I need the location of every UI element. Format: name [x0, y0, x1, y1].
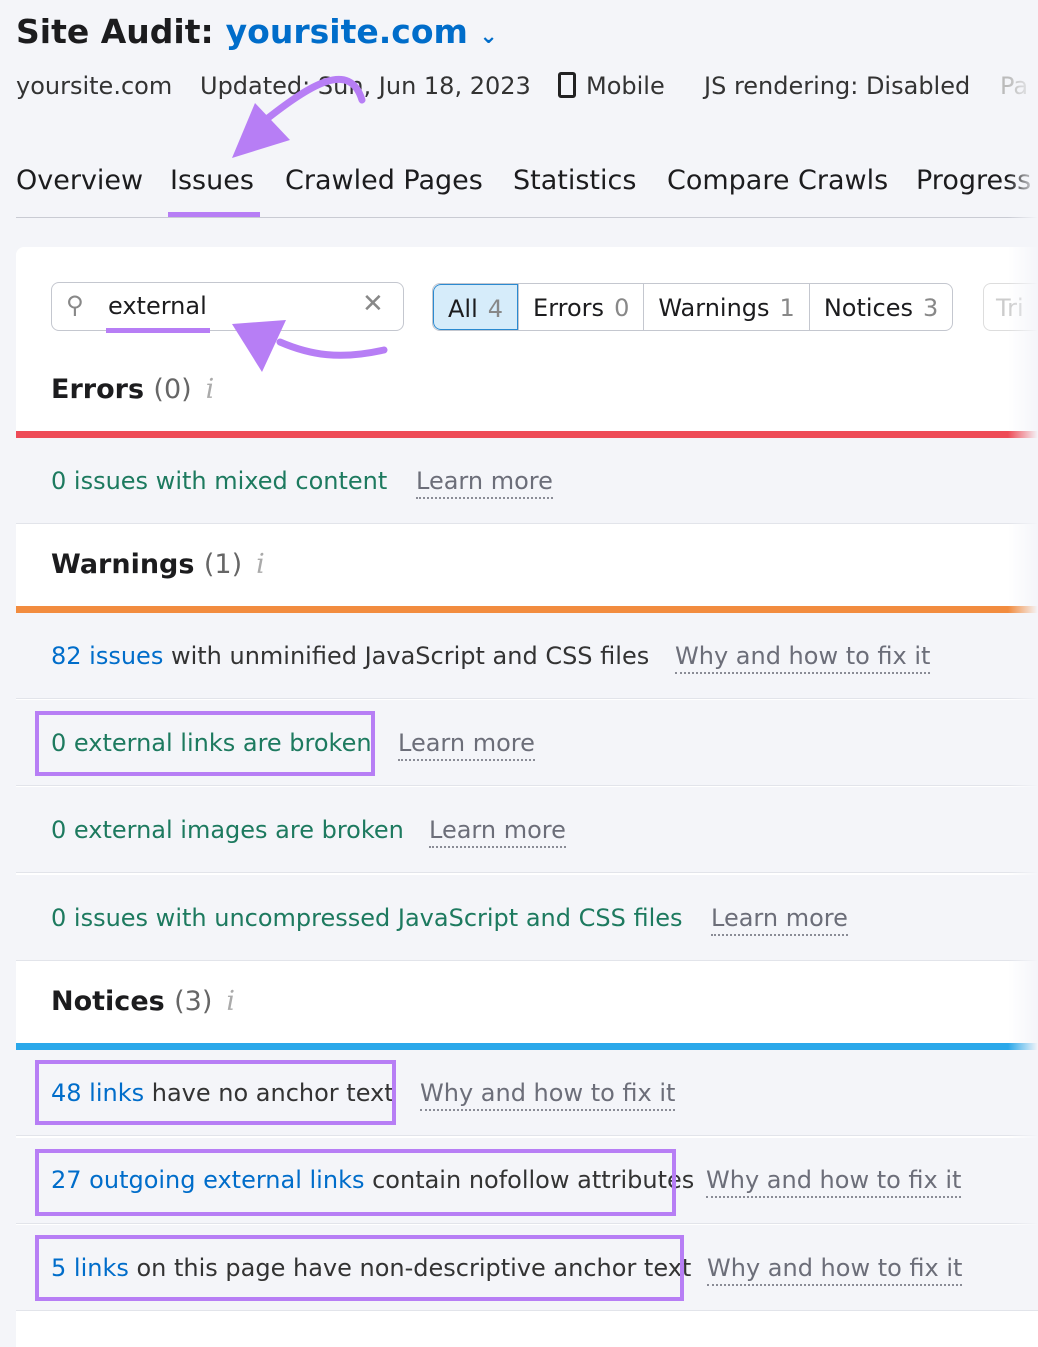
title-text: Site Audit: — [16, 12, 214, 51]
issue-count-link[interactable]: 27 outgoing external links — [51, 1166, 365, 1194]
tabs-divider — [16, 217, 1038, 218]
meta-js: JS rendering: Disabled — [704, 72, 971, 100]
right-edge-fade — [1008, 0, 1038, 1305]
tab-overview[interactable]: Overview — [16, 165, 144, 196]
issue-count-link[interactable]: 82 issues — [51, 642, 164, 670]
search-underline-annotation — [106, 328, 210, 333]
issue-text[interactable]: 0 issues with uncompressed JavaScript an… — [51, 904, 683, 932]
errors-heading: Errors (0) i — [51, 374, 215, 405]
filter-errors[interactable]: Errors 0 — [518, 284, 643, 330]
issue-row — [16, 875, 1038, 961]
meta-device: Mobile — [558, 72, 665, 100]
search-input[interactable]: ⚲ external ✕ — [51, 282, 404, 331]
project-selector[interactable]: yoursite.com ⌄ — [226, 12, 498, 51]
info-icon[interactable]: i — [226, 986, 235, 1017]
tab-crawled-pages[interactable]: Crawled Pages — [285, 165, 483, 196]
issue-row — [16, 1225, 1038, 1311]
issue-text: 27 outgoing external links contain nofol… — [51, 1166, 695, 1194]
arrow-head-issues-icon — [232, 103, 290, 158]
highlight-box — [35, 1235, 684, 1301]
mobile-icon — [558, 72, 576, 98]
device-label: Mobile — [586, 72, 665, 100]
issue-text[interactable]: 0 external images are broken — [51, 816, 404, 844]
learn-more-link[interactable]: Learn more — [398, 729, 535, 761]
issue-count-link[interactable]: 5 links — [51, 1254, 129, 1282]
tab-compare-crawls[interactable]: Compare Crawls — [667, 165, 889, 196]
highlight-box — [35, 711, 375, 776]
issue-text[interactable]: 0 external links are broken — [51, 729, 372, 757]
filter-segmented-control: All 4 Errors 0 Warnings 1 Notices 3 — [432, 283, 954, 331]
errors-bar — [16, 431, 1038, 438]
tab-statistics[interactable]: Statistics — [513, 165, 637, 196]
page-title: Site Audit: yoursite.com ⌄ — [16, 12, 498, 51]
issue-count-link[interactable]: 48 links — [51, 1079, 145, 1107]
active-tab-underline — [168, 212, 260, 218]
tab-issues[interactable]: Issues — [170, 165, 254, 196]
highlight-box — [35, 1149, 676, 1216]
meta-domain: yoursite.com — [16, 72, 173, 100]
fix-link[interactable]: Why and how to fix it — [707, 1254, 963, 1286]
filter-warnings[interactable]: Warnings 1 — [643, 284, 808, 330]
issue-text: 48 links have no anchor text — [51, 1079, 394, 1107]
clear-icon[interactable]: ✕ — [362, 289, 384, 319]
chevron-down-icon[interactable]: ⌄ — [479, 24, 498, 49]
arrow-to-search-icon — [276, 338, 388, 359]
issue-text[interactable]: 0 issues with mixed content — [51, 467, 388, 495]
arrow-to-issues-icon — [264, 76, 366, 122]
issue-row — [16, 787, 1038, 873]
warnings-heading: Warnings (1) i — [51, 549, 265, 580]
annotation-arrows — [232, 76, 388, 372]
project-name[interactable]: yoursite.com — [225, 12, 468, 51]
filter-notices[interactable]: Notices 3 — [808, 284, 952, 330]
search-icon: ⚲ — [66, 291, 84, 319]
fix-link[interactable]: Why and how to fix it — [420, 1079, 676, 1111]
filter-all[interactable]: All 4 — [433, 284, 519, 330]
issue-row — [16, 613, 1038, 699]
arrow-head-search-icon — [232, 320, 286, 372]
learn-more-link[interactable]: Learn more — [711, 904, 848, 936]
learn-more-link[interactable]: Learn more — [429, 816, 566, 848]
issue-text: 5 links on this page have non-descriptiv… — [51, 1254, 692, 1282]
meta-updated: Updated: Sun, Jun 18, 2023 — [200, 72, 531, 100]
notices-bar — [16, 1043, 1038, 1050]
learn-more-link[interactable]: Learn more — [416, 467, 553, 499]
info-icon[interactable]: i — [256, 549, 265, 580]
fix-link[interactable]: Why and how to fix it — [706, 1166, 962, 1198]
warnings-bar — [16, 606, 1038, 613]
fix-link[interactable]: Why and how to fix it — [675, 642, 931, 674]
search-value[interactable]: external — [108, 292, 207, 320]
info-icon[interactable]: i — [205, 374, 215, 405]
highlight-box — [35, 1060, 396, 1125]
issue-text: 82 issues with unminified JavaScript and… — [51, 642, 650, 670]
notices-heading: Notices (3) i — [51, 986, 235, 1017]
issue-row — [16, 438, 1038, 524]
